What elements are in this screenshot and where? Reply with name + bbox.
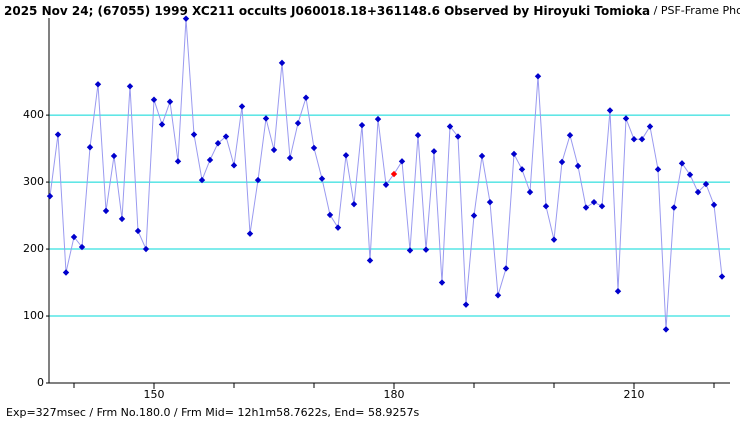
subtitle: / PSF-Frame Photometry / (654, 4, 740, 17)
y-tick-label: 100 (23, 309, 44, 322)
data-point (222, 133, 230, 140)
data-point (470, 212, 478, 219)
data-point (438, 279, 446, 286)
data-point (310, 144, 318, 152)
data-point (94, 81, 102, 88)
data-point (390, 170, 398, 178)
data-point (78, 243, 86, 251)
data-point (670, 204, 678, 211)
data-point (566, 132, 574, 139)
data-point (70, 233, 78, 241)
footer: Exp=327msec / Frm No.180.0 / Frm Mid= 12… (6, 406, 419, 419)
y-tick-label: 300 (23, 175, 44, 188)
data-point (414, 132, 422, 139)
data-point (654, 166, 662, 173)
y-tick-label: 400 (23, 108, 44, 121)
data-point (614, 288, 622, 295)
x-tick-label: 180 (384, 388, 405, 401)
data-point (526, 188, 534, 196)
data-point (382, 181, 390, 188)
data-point (510, 150, 518, 158)
data-point (102, 207, 110, 215)
data-point (342, 152, 350, 159)
data-point (702, 180, 710, 188)
data-point (462, 301, 470, 308)
data-point (54, 131, 62, 138)
data-point (718, 273, 726, 280)
data-point (454, 133, 462, 140)
data-point (630, 136, 638, 143)
data-point (238, 103, 246, 110)
data-point (662, 326, 670, 333)
title: 2025 Nov 24; (67055) 1999 XC211 occults … (4, 4, 650, 18)
data-point (678, 160, 686, 167)
data-point (278, 59, 286, 67)
data-point (134, 227, 142, 235)
data-point (518, 166, 526, 173)
data-point (534, 73, 542, 80)
data-point (550, 236, 558, 243)
data-point (318, 175, 326, 182)
data-point (694, 188, 702, 196)
data-point (166, 98, 174, 105)
data-point (494, 292, 502, 299)
chart-title: 2025 Nov 24; (67055) 1999 XC211 occults … (4, 4, 740, 18)
data-point (406, 247, 414, 254)
data-point (422, 246, 430, 253)
data-point (598, 202, 606, 210)
data-point (686, 171, 694, 178)
data-point (486, 198, 494, 206)
data-point (270, 146, 278, 154)
data-point (254, 176, 262, 184)
data-point (326, 211, 334, 219)
data-point (430, 148, 438, 155)
data-point (150, 96, 158, 103)
data-point (622, 115, 630, 122)
data-point (350, 200, 358, 208)
data-point (158, 121, 166, 128)
series-line (49, 18, 723, 330)
data-point (358, 121, 366, 129)
data-point (46, 192, 54, 200)
data-point (86, 144, 94, 151)
data-point (302, 94, 310, 101)
data-point (190, 131, 198, 138)
x-tick-label: 210 (624, 388, 645, 401)
data-point (62, 269, 70, 276)
data-point (126, 83, 134, 90)
data-point (174, 158, 182, 165)
data-point (214, 140, 222, 147)
data-point (574, 162, 582, 170)
data-point (646, 123, 654, 130)
x-tick-label: 150 (144, 388, 165, 401)
data-point (334, 224, 342, 231)
data-point (206, 156, 214, 164)
data-point (366, 257, 374, 264)
data-point (398, 158, 406, 165)
data-point (478, 152, 486, 160)
data-point (142, 245, 150, 253)
data-point (374, 115, 382, 123)
data-point (590, 198, 598, 206)
data-point (606, 107, 614, 114)
data-point (294, 119, 302, 127)
data-point (582, 204, 590, 211)
y-tick-label: 0 (37, 376, 44, 389)
data-point (230, 162, 238, 169)
data-point (198, 176, 206, 184)
data-point (502, 265, 510, 272)
data-point (110, 152, 118, 160)
data-point (262, 115, 270, 122)
data-point (542, 202, 550, 210)
data-point (710, 201, 718, 209)
y-tick-label: 200 (23, 242, 44, 255)
data-point (246, 230, 254, 237)
data-point (182, 15, 190, 22)
data-point (558, 158, 566, 166)
data-point (118, 215, 126, 223)
data-point (446, 123, 454, 130)
data-point (638, 136, 646, 143)
data-point (286, 154, 294, 162)
